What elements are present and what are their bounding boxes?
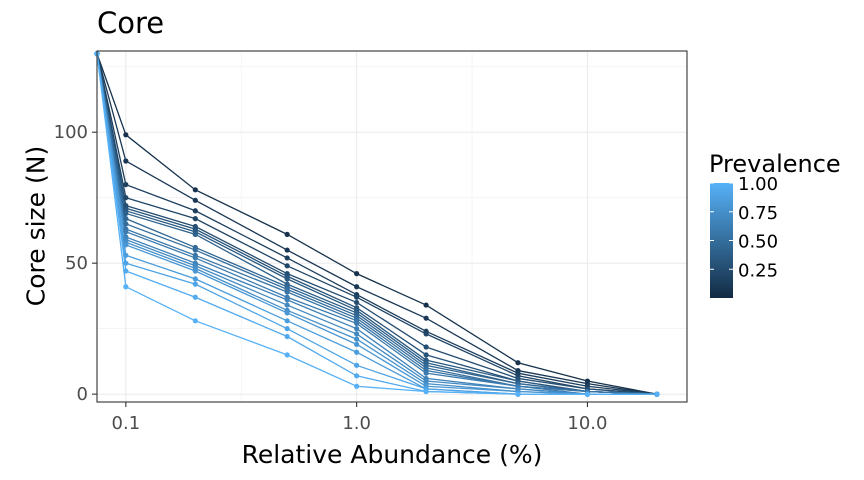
data-point: [123, 181, 129, 188]
x-tick-label: 0.1: [112, 413, 141, 434]
data-point: [123, 260, 129, 266]
data-points: [94, 51, 660, 397]
data-point: [192, 255, 198, 261]
colorbar-tick-label: 0.75: [738, 203, 778, 224]
data-point: [284, 297, 290, 303]
data-point: [654, 391, 660, 397]
series-line: [96, 53, 657, 395]
data-point: [123, 242, 129, 248]
data-point: [123, 158, 129, 164]
data-point: [284, 289, 290, 295]
y-tick-label: 100: [54, 122, 88, 143]
data-point: [284, 333, 290, 340]
data-point: [284, 255, 290, 261]
data-point: [515, 360, 521, 366]
data-point: [284, 302, 290, 308]
y-tick-label: 50: [65, 253, 88, 274]
data-point: [354, 383, 360, 389]
data-point: [354, 320, 360, 327]
data-point: [192, 231, 198, 237]
data-point: [284, 247, 290, 253]
data-point: [284, 310, 290, 316]
data-point: [284, 318, 290, 324]
panel-border: [96, 50, 688, 403]
data-point: [192, 208, 198, 214]
data-point: [123, 216, 129, 222]
data-point: [354, 284, 360, 290]
data-point: [123, 284, 129, 290]
data-point: [354, 271, 360, 277]
data-point: [192, 247, 198, 253]
x-axis-label: Relative Abundance (%): [241, 440, 543, 469]
data-point: [284, 352, 290, 358]
data-point: [123, 210, 129, 217]
data-point: [354, 331, 360, 337]
data-point: [354, 326, 360, 332]
data-point: [284, 231, 290, 237]
data-point: [423, 370, 429, 376]
data-point: [284, 276, 290, 282]
data-point: [284, 326, 290, 332]
data-point: [423, 352, 429, 358]
data-point: [354, 349, 360, 355]
data-point: [354, 341, 360, 347]
data-point: [284, 263, 290, 269]
legend-title: Prevalence: [709, 150, 841, 178]
colorbar-tick-label: 0.25: [738, 260, 778, 281]
colorbar: [710, 183, 733, 298]
data-point: [354, 294, 360, 300]
data-point: [423, 302, 429, 308]
data-point: [354, 362, 360, 368]
data-point: [584, 391, 591, 397]
data-point: [192, 197, 198, 203]
axes: 0.1 1.0 10.0 0 50 100: [54, 122, 608, 434]
data-point: [192, 281, 198, 287]
data-point: [192, 276, 198, 282]
colorbar-tick-label: 0.50: [738, 232, 778, 253]
colorbar-legend: 1.00 0.75 0.50 0.25: [710, 174, 778, 298]
data-point: [423, 315, 429, 321]
series-lines: [96, 53, 658, 395]
data-point: [192, 268, 198, 274]
x-tick-label: 1.0: [342, 413, 371, 434]
data-point: [354, 299, 360, 306]
data-point: [423, 331, 429, 337]
data-point: [515, 391, 521, 397]
y-tick-label: 0: [77, 384, 88, 405]
data-point: [423, 388, 429, 395]
data-point: [354, 336, 360, 342]
data-point: [192, 187, 198, 193]
data-point: [123, 132, 129, 138]
data-point: [123, 252, 129, 258]
data-point: [123, 268, 129, 274]
data-point: [123, 229, 129, 235]
data-point: [123, 221, 129, 227]
data-point: [192, 294, 198, 300]
x-tick-label: 10.0: [567, 413, 607, 434]
data-point: [192, 216, 198, 222]
chart-title: Core: [97, 6, 165, 40]
data-point: [192, 318, 198, 324]
data-point: [123, 195, 129, 201]
data-point: [423, 344, 429, 350]
data-point: [354, 373, 360, 379]
colorbar-tick-label: 1.00: [738, 174, 778, 195]
